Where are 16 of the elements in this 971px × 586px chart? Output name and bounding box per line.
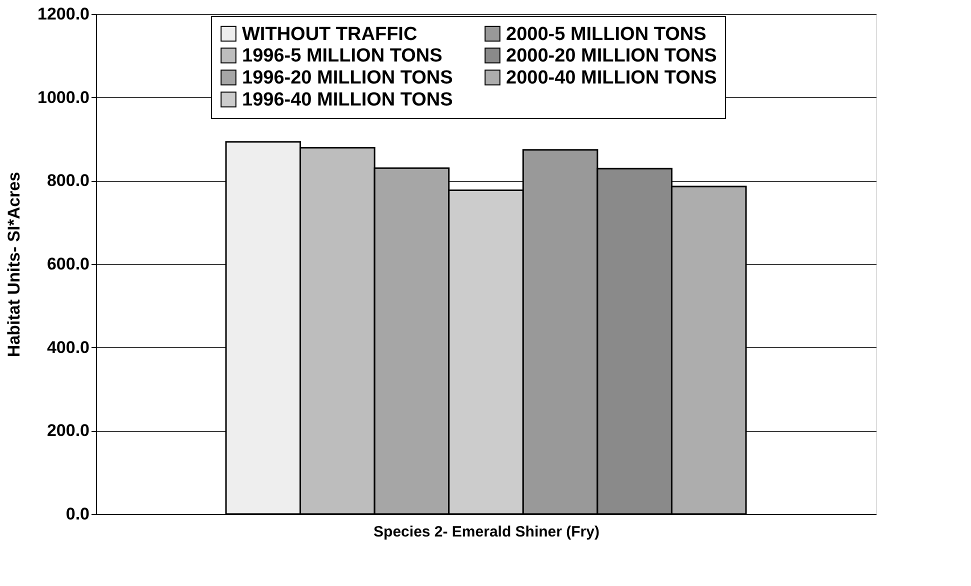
y-tick-label: 600.0: [46, 254, 90, 274]
legend-label: 1996-5 MILLION TONS: [242, 46, 442, 66]
legend-label: 1996-20 MILLION TONS: [242, 68, 453, 88]
y-tick-label: 800.0: [46, 171, 90, 190]
y-tick-label: 200.0: [46, 421, 90, 440]
legend-label: 2000-5 MILLION TONS: [506, 24, 706, 45]
y-tick-label: 400.0: [46, 338, 90, 357]
y-axis-title: Habitat Units- SI*Acres: [4, 172, 24, 358]
y-tick-label: 1000.0: [38, 88, 90, 107]
legend-label: WITHOUT TRAFFIC: [242, 24, 418, 45]
y-tick-label: 1200.0: [38, 4, 90, 24]
y-tick-label: 0.0: [66, 504, 90, 524]
x-axis-title: Species 2- Emerald Shiner (Fry): [374, 524, 600, 540]
legend-label: 2000-40 MILLION TONS: [506, 68, 717, 88]
legend-label: 2000-20 MILLION TONS: [506, 46, 717, 66]
legend-label: 1996-40 MILLION TONS: [242, 90, 453, 110]
